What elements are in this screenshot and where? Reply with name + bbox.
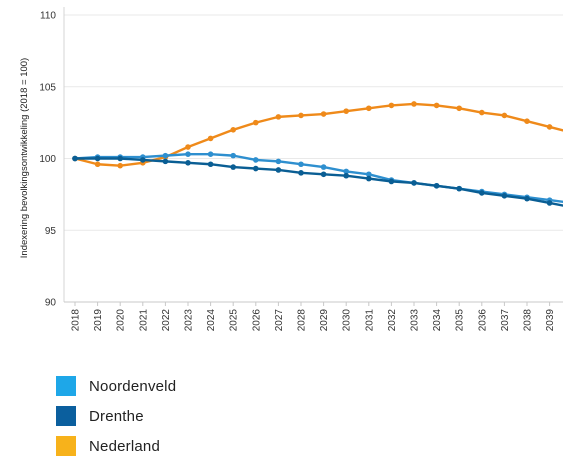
data-point — [298, 170, 304, 176]
data-point — [253, 120, 259, 126]
x-tick-label: 2034 — [432, 309, 443, 332]
data-point — [411, 180, 417, 186]
x-tick-label: 2033 — [410, 309, 421, 332]
x-tick-label: 2026 — [251, 309, 262, 332]
data-point — [208, 161, 214, 167]
data-point — [434, 183, 440, 189]
data-point — [524, 118, 530, 124]
data-point — [230, 153, 236, 159]
x-tick-label: 2036 — [477, 309, 488, 332]
series-drenthe — [72, 156, 563, 208]
data-point — [230, 164, 236, 170]
data-point — [117, 163, 123, 169]
data-point — [72, 156, 78, 162]
data-point — [411, 101, 417, 107]
data-point — [321, 171, 327, 177]
data-point — [389, 179, 395, 185]
x-tick-label: 2039 — [545, 309, 556, 332]
data-point — [185, 144, 191, 150]
data-point — [185, 151, 191, 157]
x-tick-label: 2037 — [500, 309, 511, 332]
data-point — [547, 200, 553, 206]
legend-label-noordenveld: Noordenveld — [89, 378, 176, 395]
y-tick-label: 95 — [45, 226, 57, 237]
data-point — [434, 103, 440, 109]
data-point — [253, 166, 259, 172]
y-tick-labels: 90 95 100 105 110 — [39, 11, 56, 309]
data-point — [276, 159, 282, 165]
data-point — [253, 157, 259, 163]
y-tick-label: 110 — [40, 11, 56, 22]
x-tick-label: 2028 — [297, 309, 308, 332]
data-point — [140, 157, 146, 163]
data-point — [276, 167, 282, 173]
x-tick-label: 2024 — [206, 309, 217, 332]
x-tick-label: 2020 — [116, 309, 127, 332]
data-point — [343, 108, 349, 114]
data-point — [389, 103, 395, 109]
x-tick-label: 2022 — [161, 309, 172, 332]
data-point — [208, 151, 214, 157]
legend-item-noordenveld: Noordenveld — [56, 376, 176, 396]
data-point — [298, 113, 304, 119]
data-point — [95, 161, 101, 167]
data-point — [343, 173, 349, 179]
data-point — [479, 190, 485, 196]
legend: Noordenveld Drenthe Nederland — [56, 376, 176, 466]
data-point — [502, 113, 508, 119]
data-point — [117, 156, 123, 162]
series-lines — [72, 101, 563, 207]
data-point — [524, 196, 530, 202]
x-tick-label: 2030 — [342, 309, 353, 332]
data-point — [185, 160, 191, 166]
legend-item-drenthe: Drenthe — [56, 406, 176, 426]
legend-swatch-drenthe — [56, 406, 76, 426]
x-tick-label: 2032 — [387, 309, 398, 332]
legend-item-nederland: Nederland — [56, 436, 176, 456]
x-tick-label: 2031 — [364, 309, 375, 332]
x-tick-label: 2019 — [93, 309, 104, 332]
gridlines — [64, 15, 563, 230]
legend-label-drenthe: Drenthe — [89, 408, 144, 425]
x-tick-label: 2038 — [523, 309, 534, 332]
x-tick-label: 2029 — [319, 309, 330, 332]
legend-swatch-noordenveld — [56, 376, 76, 396]
data-point — [456, 105, 462, 111]
data-point — [366, 176, 372, 182]
data-point — [366, 105, 372, 111]
x-tick-label: 2035 — [455, 309, 466, 332]
x-tick-labels: 2018 2019 2020 2021 2022 2023 2024 2025 2026 2027… — [71, 309, 563, 332]
data-point — [276, 114, 282, 120]
x-tick-label: 2023 — [184, 309, 195, 332]
data-point — [321, 111, 327, 117]
y-axis-label: Indexering bevolkingsontwikkeling (2018 … — [19, 58, 30, 258]
data-point — [230, 127, 236, 133]
data-point — [479, 110, 485, 116]
x-tick-label: 2025 — [229, 309, 240, 332]
legend-label-nederland: Nederland — [89, 438, 160, 455]
x-tick-label: 2021 — [138, 309, 149, 332]
y-tick-label: 105 — [39, 82, 56, 93]
x-tick-label: 2027 — [274, 309, 285, 332]
data-point — [208, 136, 214, 142]
data-point — [298, 161, 304, 167]
y-tick-label: 90 — [45, 298, 57, 309]
data-point — [321, 164, 327, 170]
legend-swatch-nederland — [56, 436, 76, 456]
data-point — [547, 124, 553, 130]
x-tick-label: 2018 — [71, 309, 82, 332]
y-tick-label: 100 — [39, 154, 56, 165]
data-point — [456, 186, 462, 192]
data-point — [163, 153, 169, 159]
data-point — [163, 159, 169, 165]
data-point — [95, 156, 101, 162]
data-point — [502, 193, 508, 199]
